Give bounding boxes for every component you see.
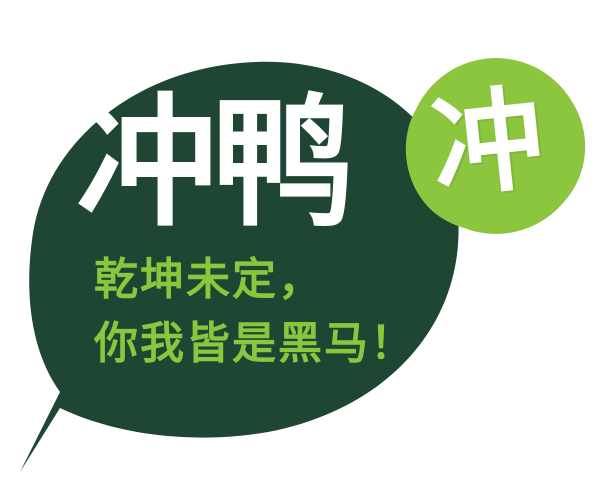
headline-text: 冲鸭 bbox=[76, 81, 354, 246]
slogan-line-1: 乾坤未定， bbox=[94, 254, 324, 305]
slogan-line-2: 你我皆是黑马！ bbox=[94, 318, 416, 369]
badge-character: 冲 bbox=[425, 72, 551, 215]
dark-speech-bubble bbox=[20, 61, 459, 472]
